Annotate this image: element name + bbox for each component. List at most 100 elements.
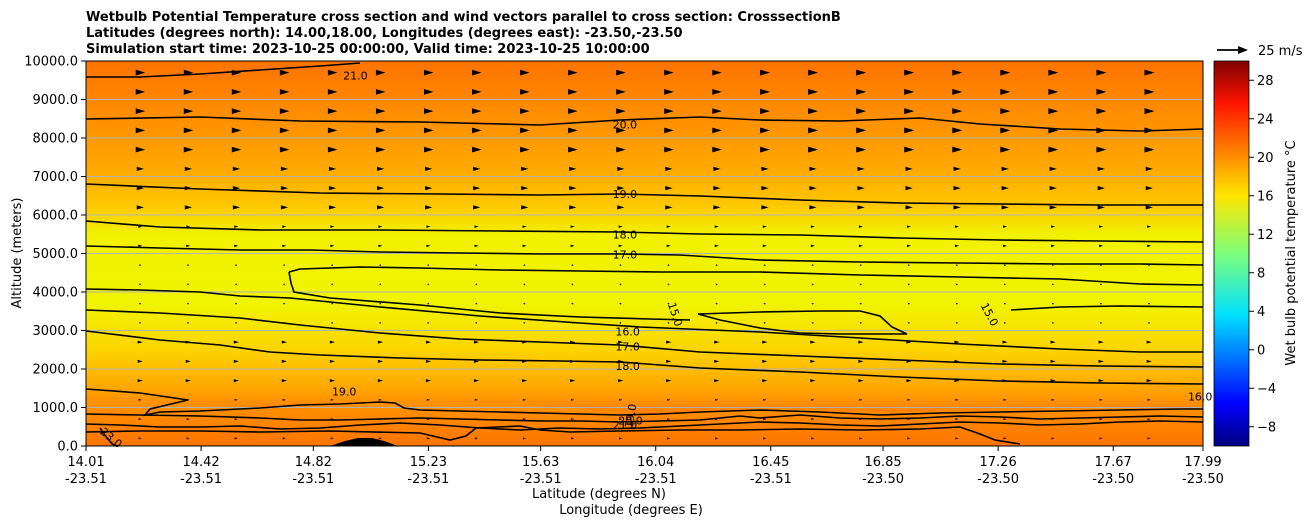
wind-vector (376, 166, 385, 172)
wind-vector (522, 379, 528, 383)
wind-vector (905, 166, 913, 172)
title-line-2: Latitudes (degrees north): 14.00,18.00, … (86, 26, 683, 41)
x-tick-label-lat: 17.67 (1095, 455, 1132, 470)
wind-vector (856, 69, 867, 76)
x-tick-label-lat: 14.42 (182, 455, 219, 470)
wind-vector (1051, 244, 1056, 248)
wind-vector (1000, 146, 1011, 153)
wind-vector (234, 418, 238, 421)
wind-vector (859, 302, 862, 305)
contour-label: 17.0 (615, 341, 640, 354)
wind-vector (907, 437, 911, 440)
wind-vector (522, 418, 527, 421)
wind-vector (667, 283, 670, 286)
wind-vector (858, 340, 864, 344)
y-tick-label: 4000.0 (33, 286, 79, 301)
wind-vector (520, 108, 530, 114)
wind-vector (664, 108, 674, 114)
wind-vector (571, 264, 574, 266)
contour-19-lower (86, 388, 1203, 417)
y-tick-label: 5000.0 (33, 247, 79, 262)
wind-vector (139, 302, 141, 305)
wind-vector (904, 69, 915, 76)
wind-vector (1145, 185, 1153, 191)
wind-vector (715, 322, 718, 324)
wind-vector (186, 437, 190, 440)
wind-vector (231, 108, 242, 114)
wind-vector (905, 205, 913, 210)
title-line-1: Wetbulb Potential Temperature cross sect… (86, 10, 841, 25)
wind-vector (135, 89, 146, 95)
x-axis-label-longitude: Longitude (degrees E) (559, 503, 703, 518)
x-tick-label-lon: -23.50 (1092, 472, 1134, 487)
wind-vector (328, 185, 337, 191)
wind-vector (232, 166, 241, 172)
wind-vector (618, 359, 624, 363)
wind-vector (1003, 398, 1007, 401)
y-axis: 0.0 1000.0 2000.0 3000.0 4000.0 5000.0 6000.0 7… (24, 55, 86, 455)
wind-vector (1144, 108, 1155, 115)
wind-vector (232, 185, 241, 191)
wind-vector (857, 205, 865, 210)
wind-vector (330, 398, 334, 401)
colorbar-tick-label: 28 (1257, 74, 1274, 89)
contour-lines (86, 62, 1203, 446)
wind-vector (328, 166, 337, 172)
wind-vector (475, 283, 478, 286)
wind-vector (907, 322, 910, 324)
wind-vector (474, 244, 479, 248)
wind-vector (425, 340, 432, 344)
wind-vector (473, 359, 480, 363)
wind-vector (522, 244, 527, 248)
wind-vector (234, 437, 238, 440)
wind-vector (760, 146, 771, 153)
wind-vector (375, 69, 386, 76)
wind-vector (235, 322, 237, 324)
x-tick-label-lat: 15.63 (522, 455, 559, 470)
wind-vector (664, 69, 674, 76)
wind-vector (187, 302, 189, 305)
wind-vector (616, 146, 626, 153)
wind-vector (763, 398, 767, 401)
wind-vector (426, 418, 431, 421)
wind-vector (1144, 69, 1155, 76)
contour-label: 21.0 (343, 70, 368, 83)
x-tick-label-lon: -23.51 (750, 472, 792, 487)
wind-vector (234, 225, 239, 228)
wind-vector (1052, 283, 1054, 286)
wind-vector (619, 437, 623, 440)
wind-vector (859, 418, 863, 421)
wind-vector (473, 340, 480, 344)
wind-vector (907, 283, 910, 286)
wind-vector (1052, 322, 1054, 324)
wind-vector (760, 127, 771, 134)
wind-vector (905, 185, 913, 191)
wind-vector (1147, 437, 1151, 440)
wind-vector (185, 340, 191, 344)
wind-vector (423, 89, 434, 95)
wind-vector (856, 88, 867, 95)
wind-vector (811, 418, 815, 421)
wind-vector (427, 283, 430, 286)
wind-vector (281, 359, 287, 363)
wind-vector (713, 185, 721, 191)
x-tick-label-lon: -23.51 (407, 472, 449, 487)
wind-vector (378, 398, 382, 401)
wind-vector (569, 205, 577, 210)
quiver-key-label: 25 m/s (1258, 44, 1303, 59)
wind-vector (954, 244, 959, 248)
wind-vector (427, 302, 430, 305)
wind-vector (665, 205, 673, 210)
contour-label: 18.0 (613, 228, 638, 241)
x-tick-label-lon: -23.51 (65, 472, 107, 487)
wind-vector (808, 146, 819, 153)
wind-vector (808, 127, 819, 134)
wind-vector (1099, 418, 1103, 421)
wind-vector (186, 244, 191, 248)
wind-vector (327, 108, 338, 114)
wind-vector (955, 437, 959, 440)
wind-vector (474, 225, 479, 228)
wind-vector (907, 264, 910, 266)
wind-vector (1004, 283, 1006, 286)
